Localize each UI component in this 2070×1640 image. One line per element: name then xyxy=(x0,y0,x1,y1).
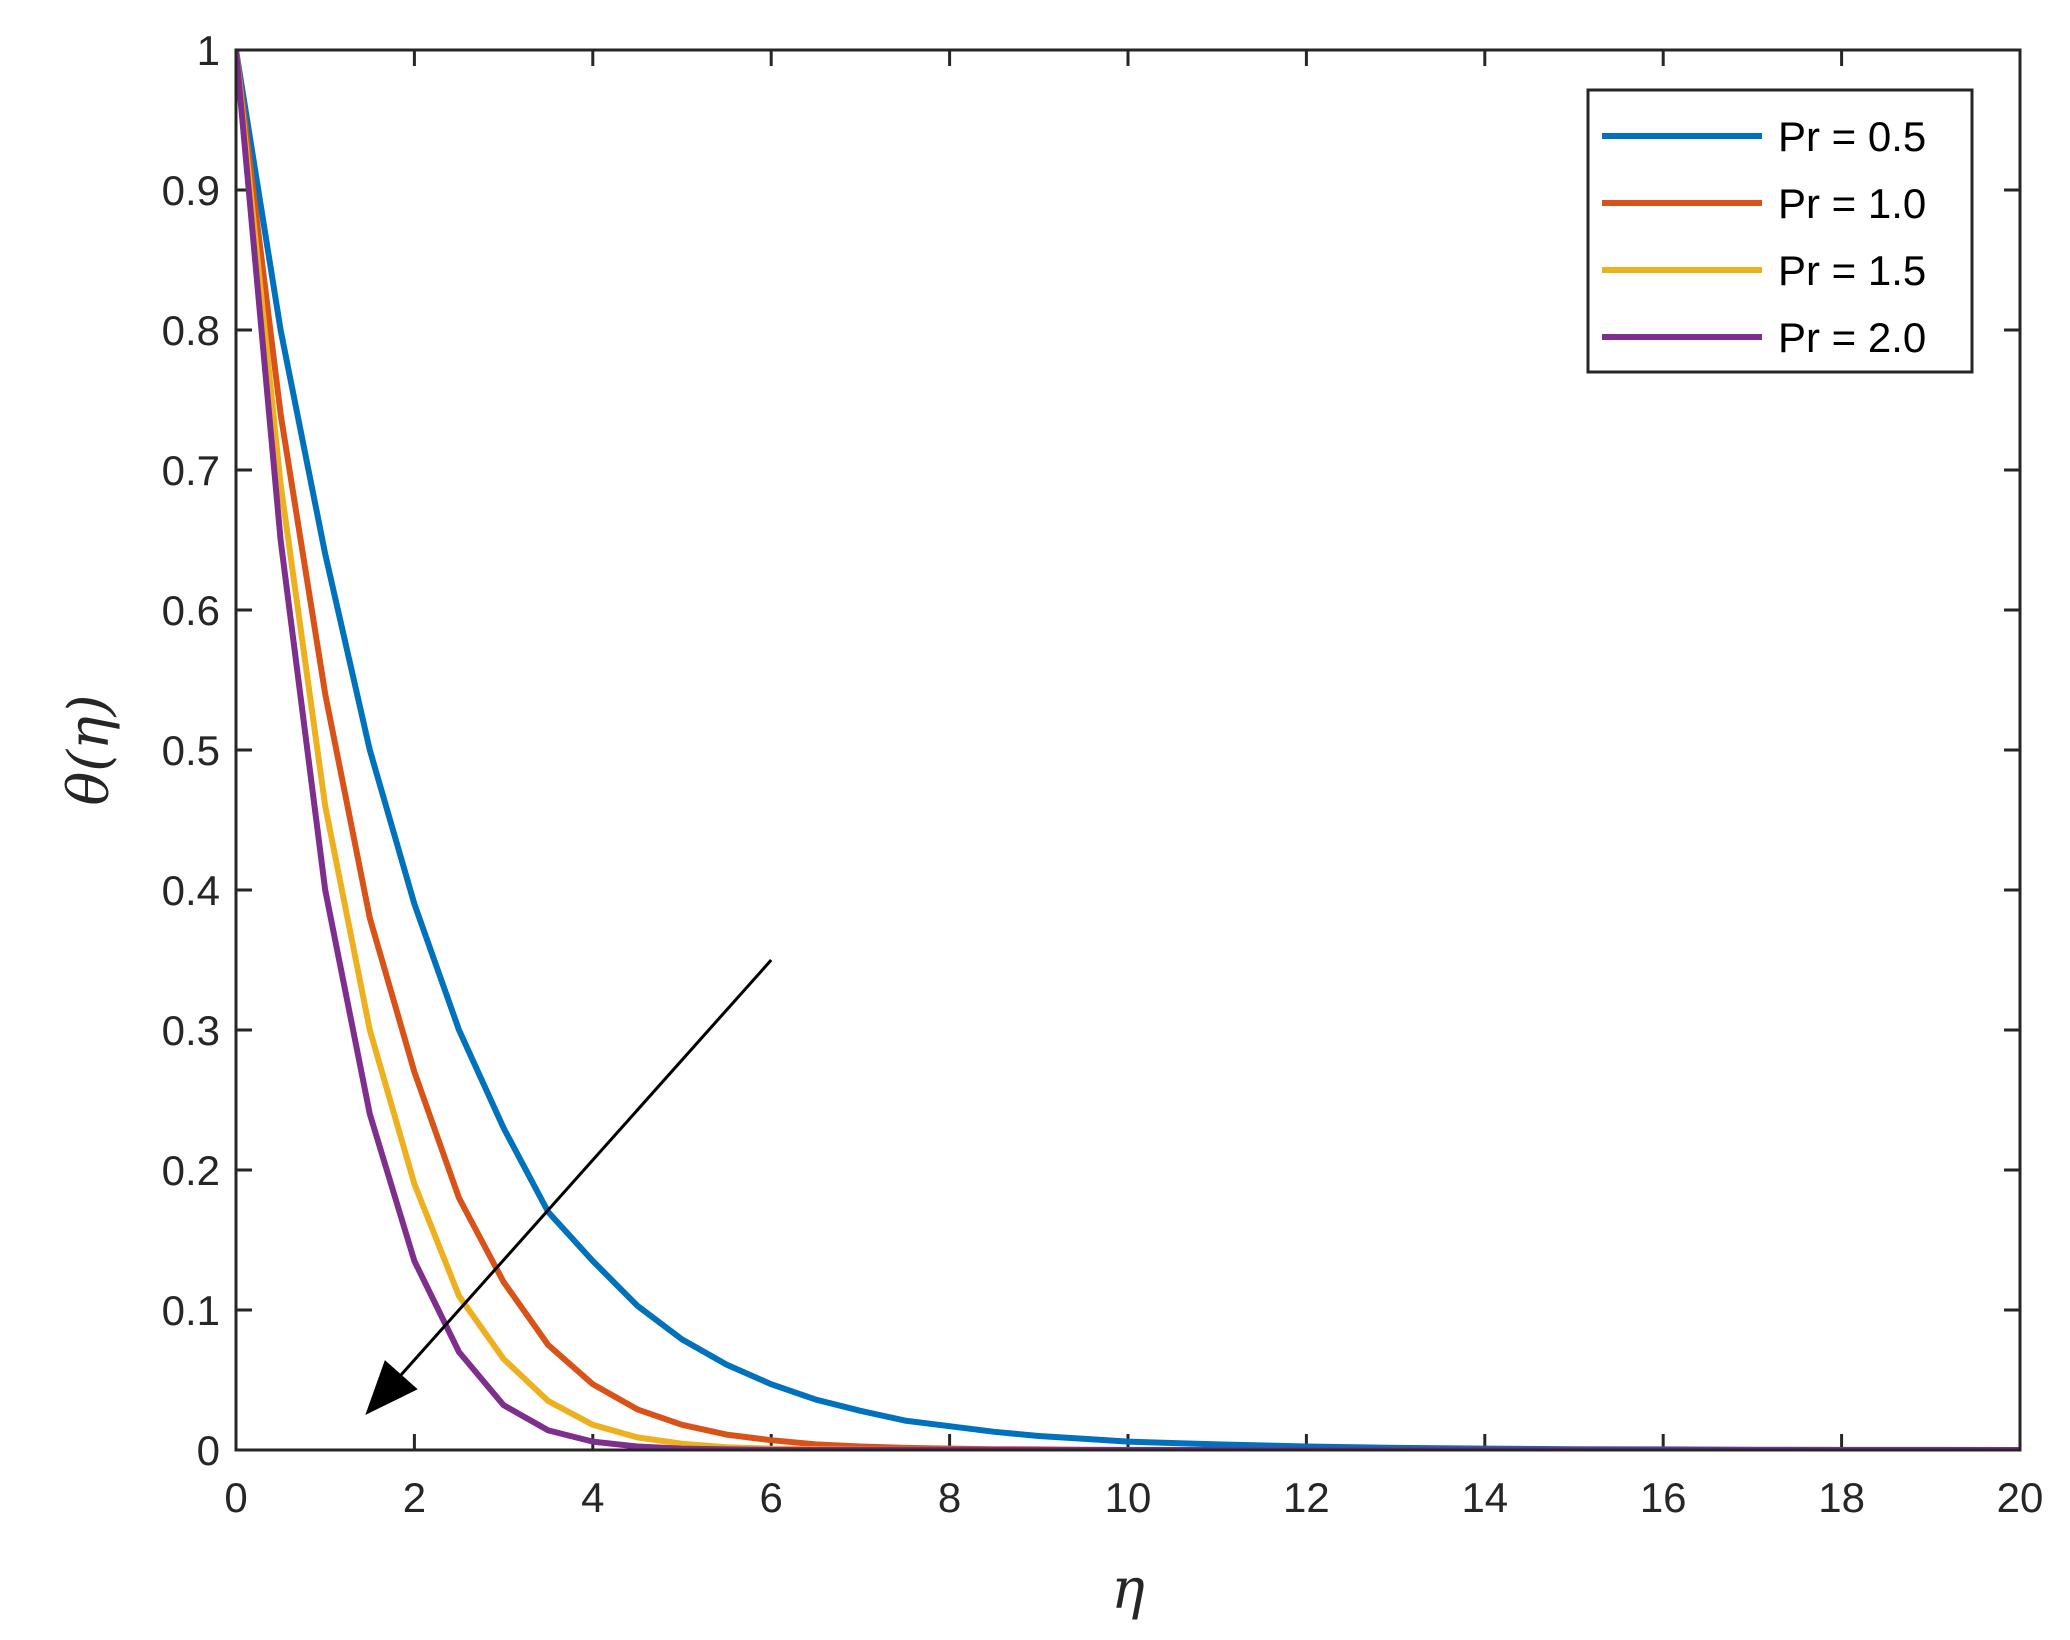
legend-label-4: Pr = 2.0 xyxy=(1778,314,1926,361)
plot-frame xyxy=(234,48,2022,1452)
x-tick-label: 4 xyxy=(581,1474,604,1521)
x-tick-label: 6 xyxy=(760,1474,783,1521)
trend-arrow xyxy=(365,959,773,1415)
arrow-shaft xyxy=(396,959,773,1381)
y-tick-label: 0.9 xyxy=(162,167,220,214)
y-tick-label: 0.6 xyxy=(162,587,220,634)
y-tick-label: 0.8 xyxy=(162,307,220,354)
y-tick-label: 0 xyxy=(197,1427,220,1474)
y-tick-label: 0.2 xyxy=(162,1147,220,1194)
y-tick-label: 1 xyxy=(197,27,220,74)
x-tick-label: 18 xyxy=(1818,1474,1865,1521)
legend-label-2: Pr = 1.0 xyxy=(1778,180,1926,227)
y-tick-label: 0.4 xyxy=(162,867,220,914)
x-tick-label: 8 xyxy=(938,1474,961,1521)
x-axis-label: η xyxy=(1111,1557,1145,1622)
y-tick-label: 0.7 xyxy=(162,447,220,494)
y-tick-label: 0.5 xyxy=(162,727,220,774)
x-tick-label: 12 xyxy=(1283,1474,1330,1521)
axis-tick-labels: 0 2 4 6 8 10 12 14 16 18 20 0 0.1 0.2 0.3 0.4 0.5 0.6 0.7 0… xyxy=(162,27,2044,1521)
x-tick-label: 2 xyxy=(403,1474,426,1521)
y-tick-label: 0.3 xyxy=(162,1007,220,1054)
x-tick-label: 10 xyxy=(1105,1474,1152,1521)
legend-label-1: Pr = 0.5 xyxy=(1778,113,1926,160)
arrow-head xyxy=(365,1360,418,1415)
x-tick-label: 14 xyxy=(1461,1474,1508,1521)
legend-label-3: Pr = 1.5 xyxy=(1778,247,1926,294)
legend: Pr = 0.5 Pr = 1.0 Pr = 1.5 Pr = 2.0 xyxy=(1586,88,1974,374)
x-tick-label: 20 xyxy=(1997,1474,2044,1521)
y-axis-label: θ(η) xyxy=(57,695,122,806)
series-line-4 xyxy=(236,50,2020,1450)
y-tick-label: 0.1 xyxy=(162,1287,220,1334)
x-tick-label: 16 xyxy=(1640,1474,1687,1521)
x-tick-label: 0 xyxy=(224,1474,247,1521)
